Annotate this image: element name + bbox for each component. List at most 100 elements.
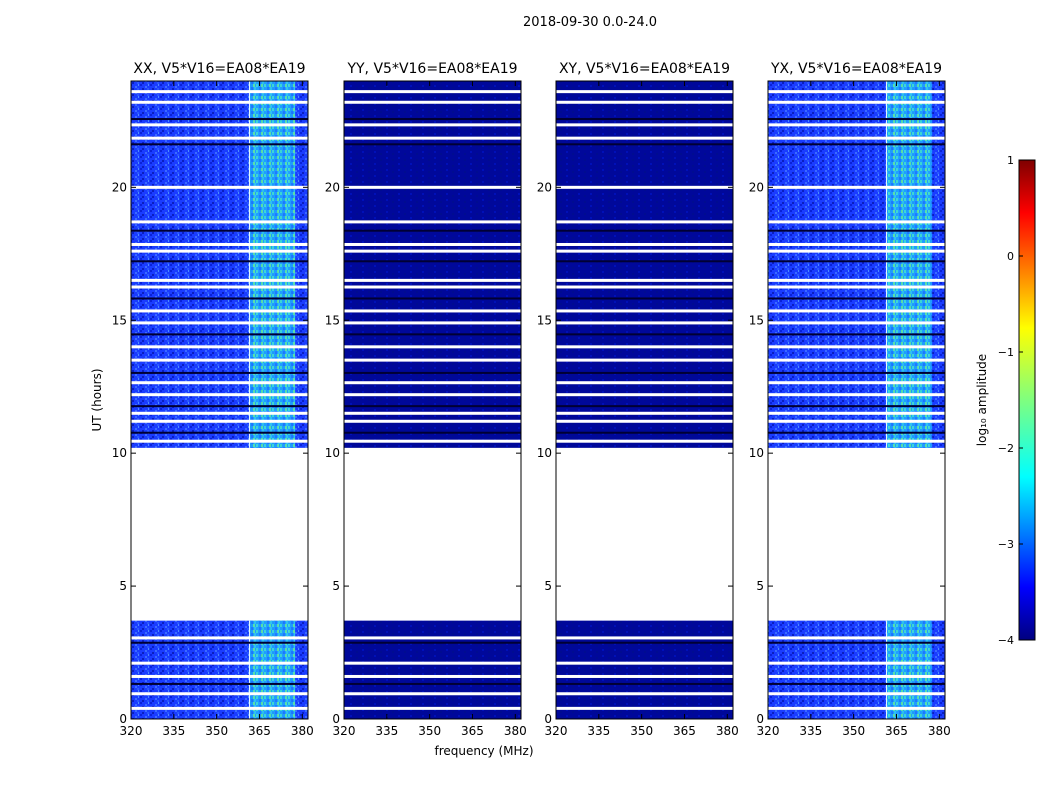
x-tick-label: 335 bbox=[587, 724, 610, 738]
flagged-row bbox=[556, 297, 733, 300]
y-tick-label: 10 bbox=[112, 446, 127, 460]
panel-title: YY, V5*V16=EA08*EA19 bbox=[346, 61, 517, 77]
flagged-row bbox=[344, 358, 521, 362]
flagged-row bbox=[768, 381, 945, 385]
flagged-row bbox=[344, 285, 521, 289]
y-tick-label: 5 bbox=[119, 579, 127, 593]
axes-frame bbox=[343, 80, 522, 720]
flagged-row bbox=[131, 242, 308, 246]
flagged-row bbox=[556, 185, 733, 189]
flagged-row bbox=[344, 381, 521, 385]
flagged-row bbox=[768, 641, 945, 644]
flagged-row bbox=[556, 123, 733, 127]
flagged-row bbox=[131, 249, 308, 253]
x-tick-label: 335 bbox=[162, 724, 185, 738]
flagged-row bbox=[768, 309, 945, 313]
panel-title: YX, V5*V16=EA08*EA19 bbox=[770, 61, 942, 77]
rfi-band-0 bbox=[886, 620, 933, 719]
flagged-row bbox=[344, 90, 521, 94]
x-tick-label: 350 bbox=[842, 724, 865, 738]
flagged-row bbox=[344, 242, 521, 246]
flagged-row bbox=[344, 345, 521, 349]
flagged-row bbox=[556, 358, 733, 362]
axes-frame bbox=[767, 80, 946, 720]
flagged-row bbox=[131, 692, 308, 696]
flagged-row bbox=[556, 143, 733, 146]
flagged-row bbox=[556, 260, 733, 263]
flagged-row bbox=[131, 297, 308, 300]
panel-0: XX, V5*V16=EA08*EA19 320 335 350 365 380 0 5 10 1… bbox=[112, 61, 314, 738]
flagged-row bbox=[768, 90, 945, 94]
flagged-row bbox=[556, 431, 733, 434]
x-tick-label: 350 bbox=[205, 724, 228, 738]
spectrum-block-1 bbox=[556, 81, 733, 448]
flagged-row bbox=[768, 358, 945, 362]
flagged-row bbox=[556, 333, 733, 336]
rfi-band-1 bbox=[249, 81, 296, 448]
flagged-row bbox=[344, 278, 521, 282]
colorbar-tick-label: −1 bbox=[998, 346, 1014, 359]
flagged-row bbox=[556, 674, 733, 678]
y-tick-label: 0 bbox=[119, 712, 127, 726]
flagged-row bbox=[131, 431, 308, 434]
flagged-row bbox=[344, 143, 521, 146]
flagged-row bbox=[556, 242, 733, 246]
panel-title: XX, V5*V16=EA08*EA19 bbox=[133, 61, 305, 77]
flagged-row bbox=[768, 674, 945, 678]
flagged-row bbox=[768, 431, 945, 434]
panel-1: YY, V5*V16=EA08*EA19 320 335 350 365 380 0 5 10 1… bbox=[325, 61, 527, 738]
flagged-row bbox=[131, 706, 308, 710]
colorbar-tick-label: −3 bbox=[998, 538, 1014, 551]
flagged-row bbox=[768, 278, 945, 282]
flagged-row bbox=[556, 682, 733, 685]
flagged-row bbox=[768, 260, 945, 263]
y-tick-label: 10 bbox=[537, 446, 552, 460]
flagged-row bbox=[556, 90, 733, 94]
colorbar-ticks: 1 0 −1 −2 −3 −4 bbox=[998, 154, 1023, 647]
flagged-row bbox=[556, 393, 733, 397]
flagged-row bbox=[556, 419, 733, 423]
y-tick-label: 15 bbox=[537, 313, 552, 327]
flagged-row bbox=[131, 123, 308, 127]
panel-title: XY, V5*V16=EA08*EA19 bbox=[559, 61, 730, 77]
flagged-row bbox=[768, 100, 945, 104]
flagged-row bbox=[131, 333, 308, 336]
flagged-row bbox=[768, 439, 945, 443]
flagged-row bbox=[344, 118, 521, 121]
colorbar-tick-label: −4 bbox=[998, 634, 1014, 647]
flagged-row bbox=[556, 371, 733, 374]
colorbar-label: log₁₀ amplitude bbox=[975, 354, 989, 446]
spectrum-block-1 bbox=[344, 81, 521, 448]
flagged-row bbox=[344, 100, 521, 104]
x-tick-label: 365 bbox=[673, 724, 696, 738]
x-tick-label: 335 bbox=[375, 724, 398, 738]
colorbar-gradient bbox=[1018, 159, 1036, 641]
rfi-band-0 bbox=[249, 620, 296, 719]
flagged-row bbox=[344, 661, 521, 665]
flagged-row bbox=[131, 143, 308, 146]
flagged-row bbox=[768, 636, 945, 640]
flagged-row bbox=[344, 439, 521, 443]
flagged-row bbox=[131, 661, 308, 665]
flagged-row bbox=[131, 260, 308, 263]
y-tick-label: 20 bbox=[537, 180, 552, 194]
flagged-row bbox=[556, 136, 733, 140]
flagged-row bbox=[131, 229, 308, 232]
flagged-row bbox=[768, 321, 945, 325]
y-tick-label: 0 bbox=[756, 712, 764, 726]
x-tick-label: 350 bbox=[630, 724, 653, 738]
flagged-row bbox=[131, 358, 308, 362]
x-tick-label: 380 bbox=[928, 724, 951, 738]
flagged-row bbox=[131, 90, 308, 94]
flagged-row bbox=[556, 309, 733, 313]
y-tick-label: 10 bbox=[749, 446, 764, 460]
flagged-row bbox=[131, 371, 308, 374]
flagged-row bbox=[131, 419, 308, 423]
x-tick-label: 320 bbox=[120, 724, 143, 738]
flagged-row bbox=[131, 682, 308, 685]
flagged-row bbox=[344, 419, 521, 423]
rfi-band-1 bbox=[886, 81, 933, 448]
x-tick-label: 320 bbox=[545, 724, 568, 738]
panel-2: XY, V5*V16=EA08*EA19 320 335 350 365 380 0 5 10 1… bbox=[537, 61, 739, 738]
